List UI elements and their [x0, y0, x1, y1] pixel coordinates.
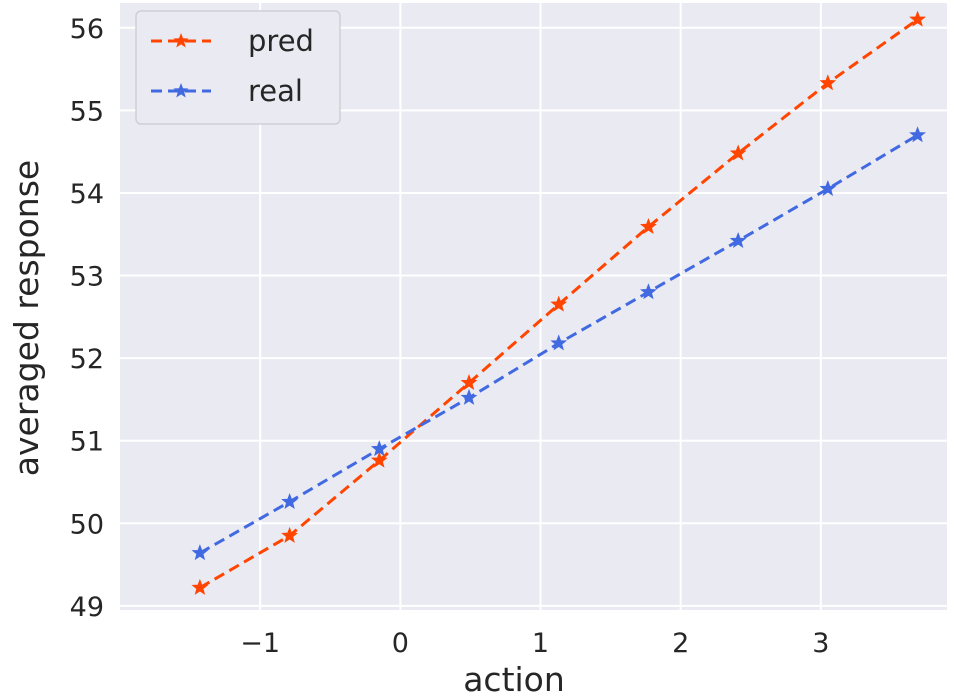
x-tick-label: 2 [672, 628, 689, 659]
x-axis-label: action [463, 660, 565, 698]
legend: pred real [135, 10, 341, 125]
x-tick-label: −1 [240, 628, 280, 659]
legend-label-pred: pred [248, 24, 314, 58]
data-point-pred [640, 217, 657, 234]
data-point-pred [909, 10, 926, 27]
data-point-real [460, 388, 478, 405]
legend-items: pred real [151, 24, 314, 108]
y-tick-label: 50 [70, 509, 104, 540]
legend-marker-real [173, 83, 189, 98]
data-point-real [729, 231, 747, 249]
legend-marker-pred [173, 33, 189, 48]
y-tick-label: 51 [70, 427, 104, 458]
data-point-real [640, 283, 657, 300]
y-tick-label: 55 [70, 96, 104, 127]
data-point-real [819, 179, 837, 196]
x-tick-label: 0 [392, 628, 409, 659]
grid [120, 3, 947, 610]
y-tick-label: 52 [70, 344, 104, 375]
data-point-pred [550, 295, 568, 312]
series-layer [191, 10, 926, 595]
y-tick-label: 49 [70, 592, 104, 623]
series-line-pred [199, 18, 919, 589]
data-point-pred [819, 74, 837, 91]
y-tick-label: 56 [70, 14, 104, 45]
legend-label-real: real [248, 74, 303, 108]
data-point-real [191, 544, 209, 561]
data-point-pred [281, 526, 299, 543]
y-tick-label: 54 [70, 179, 104, 210]
data-point-pred [460, 374, 478, 391]
data-point-pred [191, 578, 209, 595]
data-point-pred [729, 144, 747, 161]
x-tick-label: 3 [812, 628, 829, 659]
data-point-pred [370, 451, 388, 468]
data-point-real [281, 492, 299, 509]
tick-labels: −1 0 1 2 3 49 50 51 52 53 54 55 56 [70, 14, 830, 659]
x-tick-label: 1 [532, 628, 549, 659]
y-axis-label: averaged response [7, 160, 46, 476]
y-tick-label: 53 [70, 262, 104, 293]
data-point-real [909, 126, 926, 143]
data-point-real [370, 440, 388, 457]
data-point-real [550, 334, 568, 351]
